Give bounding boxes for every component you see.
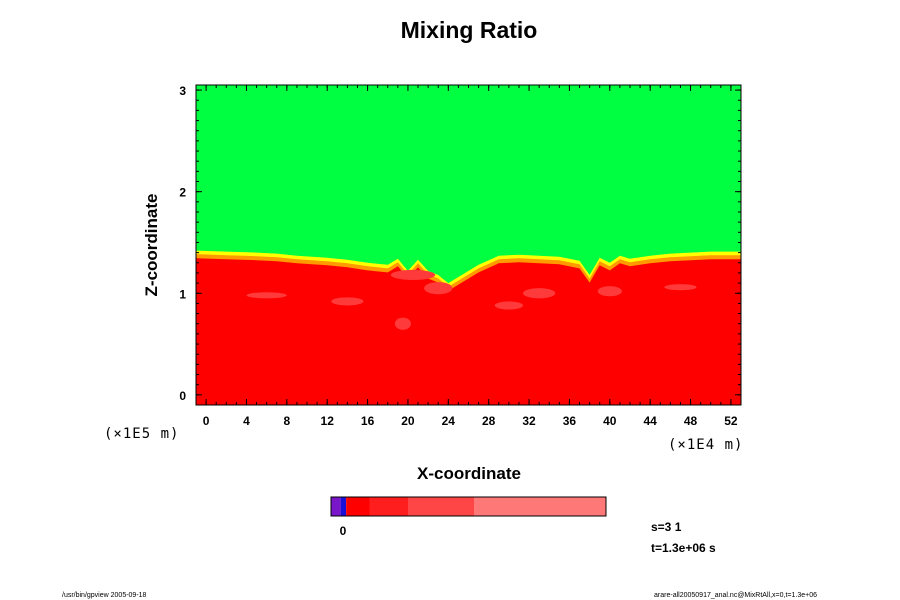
x-tick-label: 16 (361, 414, 375, 428)
x-tick-label: 52 (724, 414, 738, 428)
mixing-eddy (390, 269, 436, 281)
mixing-eddies (246, 269, 697, 330)
colorbar-segment (346, 497, 370, 516)
mixing-eddy (494, 301, 523, 310)
footer-right: arare-all20050917_anal.nc@MixRtAll,x=0,t… (654, 592, 817, 599)
x-axis-label: X-coordinate (417, 464, 521, 483)
colorbar-segment (474, 497, 606, 516)
x-tick-label: 8 (283, 414, 290, 428)
mixing-eddy (597, 286, 622, 297)
time-annotation: t=1.3e+06 s (651, 541, 716, 555)
mixing-eddy (523, 288, 556, 299)
x-tick-label: 36 (563, 414, 577, 428)
x-tick-label: 44 (643, 414, 657, 428)
x-tick-label: 20 (401, 414, 415, 428)
colorbar-frame (330, 496, 607, 517)
x-tick-label: 40 (603, 414, 617, 428)
x-tick-label: 0 (203, 414, 210, 428)
colorbar-segment (340, 497, 347, 516)
x-tick-label: 48 (684, 414, 698, 428)
plot-area (196, 85, 741, 405)
mixing-eddy (246, 292, 287, 299)
colorbar-segment (331, 497, 341, 516)
chart-title: Mixing Ratio (401, 17, 538, 43)
y-axis-label: Z-coordinate (142, 194, 161, 297)
colorbar-segment (369, 497, 408, 516)
mixing-eddy (424, 282, 453, 295)
y-tick-label: 0 (179, 389, 186, 403)
y-axis-ticks: 0 1 2 3 (179, 84, 741, 403)
colorbar-tick-label: 0 (340, 524, 347, 538)
x-unit-label: (×1E4 m) (668, 437, 743, 453)
x-tick-label: 32 (522, 414, 536, 428)
mixing-eddy (664, 284, 697, 291)
mixing-eddy (394, 317, 411, 330)
x-tick-label: 12 (321, 414, 335, 428)
lower-layer-region (196, 258, 741, 405)
x-tick-label: 24 (442, 414, 456, 428)
y-tick-label: 1 (179, 287, 186, 301)
y-tick-label: 3 (179, 84, 186, 98)
x-tick-label: 4 (243, 414, 250, 428)
x-axis-ticks: 0 4 8 12 16 20 24 28 32 36 40 44 48 52 (203, 85, 738, 428)
y-minor-ticks (196, 89, 741, 406)
x-tick-label: 28 (482, 414, 496, 428)
footer-left: /usr/bin/gpview 2005-09-18 (62, 592, 147, 599)
colorbar (331, 497, 606, 516)
state-annotation: s=3 1 (651, 520, 682, 534)
y-unit-label: (×1E5 m) (104, 426, 179, 442)
mixing-eddy (331, 297, 364, 306)
y-tick-label: 2 (179, 186, 186, 200)
colorbar-segment (408, 497, 474, 516)
